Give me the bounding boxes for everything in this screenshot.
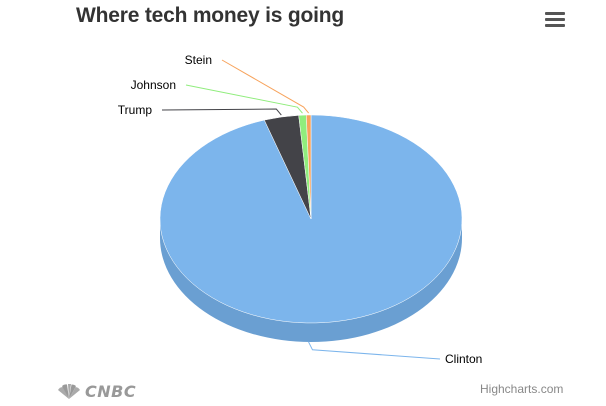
data-label-clinton: Clinton <box>445 352 482 366</box>
pie-slice-stein[interactable] <box>305 114 312 220</box>
brand-logo: CNBC <box>56 382 136 401</box>
pie-labels-group: Clinton Trump Johnson Stein <box>118 53 483 366</box>
pie-side-group <box>160 219 462 342</box>
menu-icon[interactable] <box>545 12 565 28</box>
brand-name: CNBC <box>85 382 137 401</box>
connector-stein <box>221 59 310 114</box>
connector-clinton <box>308 341 441 360</box>
menu-line-bottom <box>545 24 565 27</box>
connector-trump <box>161 108 282 116</box>
data-label-johnson: Johnson <box>131 78 176 92</box>
data-label-trump: Trump <box>118 103 153 117</box>
menu-line-top <box>545 12 565 15</box>
peacock-icon <box>58 383 80 399</box>
pie-top-group <box>159 114 463 324</box>
chart-title: Where tech money is going <box>76 4 345 27</box>
connector-johnson <box>185 84 303 114</box>
pie-side-clinton <box>160 219 462 342</box>
pie-connectors-group <box>161 59 441 360</box>
menu-line-middle <box>545 18 565 21</box>
credits-link[interactable]: Highcharts.com <box>480 382 564 396</box>
data-label-stein: Stein <box>185 53 212 67</box>
